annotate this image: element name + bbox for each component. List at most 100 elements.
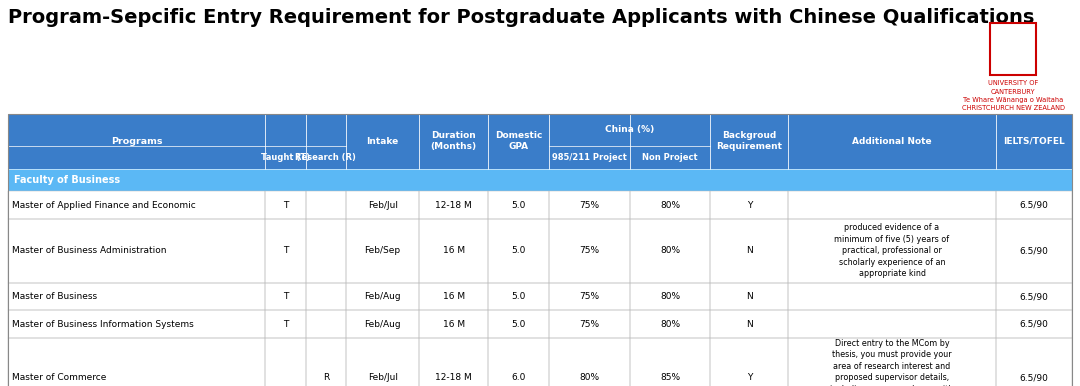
Bar xyxy=(550,219,630,283)
Bar xyxy=(711,283,788,310)
Text: Feb/Jul: Feb/Jul xyxy=(367,201,397,210)
Bar xyxy=(266,283,306,310)
Bar xyxy=(488,283,550,310)
Bar xyxy=(346,338,419,386)
Text: Master of Applied Finance and Economic: Master of Applied Finance and Economic xyxy=(12,201,195,210)
Text: 75%: 75% xyxy=(580,246,599,255)
Bar xyxy=(788,338,996,386)
Text: T: T xyxy=(283,246,288,255)
Bar xyxy=(266,283,306,310)
Bar xyxy=(419,283,488,310)
Text: Additional Note: Additional Note xyxy=(852,137,932,146)
Bar xyxy=(990,23,1036,75)
Bar xyxy=(630,219,711,283)
Text: R: R xyxy=(323,373,329,382)
Bar xyxy=(488,310,550,338)
Bar xyxy=(419,219,488,283)
Text: 16 M: 16 M xyxy=(443,292,464,301)
Bar xyxy=(488,310,550,338)
Bar xyxy=(488,283,550,310)
Bar xyxy=(419,310,488,338)
Bar xyxy=(711,283,788,310)
Bar xyxy=(8,191,266,219)
Text: Taught (T): Taught (T) xyxy=(261,153,310,162)
Bar xyxy=(306,338,346,386)
Text: 12-18 M: 12-18 M xyxy=(435,201,472,210)
Bar xyxy=(711,338,788,386)
Bar xyxy=(488,219,550,283)
Text: 6.5/90: 6.5/90 xyxy=(1020,320,1049,329)
Text: 16 M: 16 M xyxy=(443,320,464,329)
Bar xyxy=(630,338,711,386)
Text: Master of Business: Master of Business xyxy=(12,292,97,301)
Bar xyxy=(306,114,346,169)
Bar xyxy=(346,191,419,219)
Text: Master of Commerce: Master of Commerce xyxy=(12,373,106,382)
Bar xyxy=(266,191,306,219)
Text: Y: Y xyxy=(746,201,752,210)
Text: 985/211 Project: 985/211 Project xyxy=(552,153,627,162)
Bar xyxy=(550,338,630,386)
Text: 5.0: 5.0 xyxy=(512,246,526,255)
Bar xyxy=(419,310,488,338)
Bar xyxy=(550,114,630,169)
Bar xyxy=(996,338,1072,386)
Bar xyxy=(8,310,266,338)
Bar xyxy=(8,191,266,219)
Bar xyxy=(8,338,266,386)
Text: 6.0: 6.0 xyxy=(512,373,526,382)
Bar xyxy=(488,338,550,386)
Bar xyxy=(306,191,346,219)
Text: 6.5/90: 6.5/90 xyxy=(1020,201,1049,210)
Text: UNIVERSITY OF
CANTERBURY
Te Whare Wānanga o Waitaha
CHRISTCHURCH NEW ZEALAND: UNIVERSITY OF CANTERBURY Te Whare Wānang… xyxy=(961,80,1065,112)
Bar xyxy=(996,191,1072,219)
Bar xyxy=(630,114,711,169)
Bar xyxy=(550,310,630,338)
Text: 12-18 M: 12-18 M xyxy=(435,373,472,382)
Text: 75%: 75% xyxy=(580,292,599,301)
Bar xyxy=(266,338,306,386)
Bar xyxy=(630,310,711,338)
Bar xyxy=(996,283,1072,310)
Bar xyxy=(346,219,419,283)
Bar xyxy=(419,191,488,219)
Bar xyxy=(550,338,630,386)
Bar xyxy=(266,310,306,338)
Bar xyxy=(550,283,630,310)
Bar xyxy=(266,219,306,283)
Text: 75%: 75% xyxy=(580,320,599,329)
Bar xyxy=(346,191,419,219)
Text: produced evidence of a
minimum of five (5) years of
practical, professional or
s: produced evidence of a minimum of five (… xyxy=(835,223,949,278)
Bar xyxy=(630,191,711,219)
Bar xyxy=(788,310,996,338)
Bar xyxy=(788,310,996,338)
Text: 75%: 75% xyxy=(580,201,599,210)
Bar xyxy=(996,114,1072,169)
Text: N: N xyxy=(746,246,753,255)
Bar xyxy=(711,219,788,283)
Bar xyxy=(488,191,550,219)
Bar xyxy=(996,338,1072,386)
Bar xyxy=(788,114,996,169)
Bar xyxy=(346,310,419,338)
Text: Y: Y xyxy=(746,373,752,382)
Bar xyxy=(8,114,266,169)
Bar xyxy=(8,169,1072,191)
Bar xyxy=(550,191,630,219)
Bar xyxy=(711,338,788,386)
Bar xyxy=(488,219,550,283)
Bar xyxy=(266,338,306,386)
Text: Programs: Programs xyxy=(111,137,162,146)
Text: 5.0: 5.0 xyxy=(512,320,526,329)
Text: Feb/Sep: Feb/Sep xyxy=(365,246,401,255)
Bar xyxy=(630,310,711,338)
Bar xyxy=(306,310,346,338)
Text: Duration
(Months): Duration (Months) xyxy=(431,131,476,151)
Text: 80%: 80% xyxy=(660,201,680,210)
Text: 16 M: 16 M xyxy=(443,246,464,255)
Text: Faculty of Business: Faculty of Business xyxy=(14,175,120,185)
Text: 5.0: 5.0 xyxy=(512,201,526,210)
Bar xyxy=(266,114,306,169)
Text: 80%: 80% xyxy=(660,292,680,301)
Bar xyxy=(419,338,488,386)
